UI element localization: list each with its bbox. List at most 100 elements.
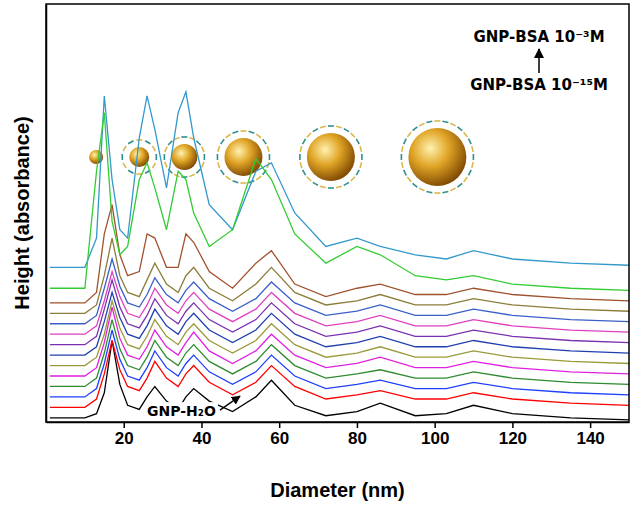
bsa-molecule	[344, 129, 349, 132]
spectrum-line	[50, 340, 629, 407]
bsa-molecule	[313, 182, 318, 185]
bsa-molecule	[196, 141, 200, 145]
bsa-molecule	[240, 130, 246, 132]
bsa-molecule	[404, 139, 407, 144]
x-tick-label: 140	[576, 429, 604, 448]
bsa-molecule	[419, 123, 424, 126]
x-tick: 20	[115, 422, 134, 448]
particle-illustration	[89, 121, 473, 193]
bsa-molecule	[226, 176, 231, 180]
bsa-molecule	[233, 181, 239, 183]
x-tick: 140	[576, 422, 604, 448]
x-tick: 60	[270, 422, 289, 448]
bsa-molecule	[256, 134, 261, 138]
bsa-molecule	[434, 120, 440, 122]
bsa-molecule	[218, 162, 220, 168]
x-axis-line	[47, 422, 630, 424]
bsa-molecule	[168, 141, 172, 145]
bsa-molecule	[457, 183, 462, 187]
x-tick-label: 40	[193, 429, 212, 448]
bsa-molecule	[464, 132, 468, 137]
y-axis	[46, 5, 47, 423]
bsa-molecule	[457, 127, 462, 131]
lines	[50, 92, 629, 420]
bsa-molecule	[356, 139, 359, 144]
spectrum-line	[50, 92, 629, 268]
x-tick-label: 80	[348, 429, 367, 448]
bsa-molecule	[469, 139, 472, 144]
bsa-molecule	[450, 123, 455, 126]
bsa-molecule	[356, 170, 359, 175]
bsa-molecule	[221, 170, 225, 175]
bsa-molecule	[361, 154, 363, 160]
bsa-molecule	[267, 146, 269, 152]
bsa-molecule	[351, 177, 355, 181]
bsa-molecule	[344, 182, 349, 185]
annotation: GNP-H₂O	[147, 403, 216, 419]
bsa-molecule	[249, 131, 255, 133]
bsa-molecule	[303, 170, 306, 175]
bsa-molecule	[472, 146, 473, 152]
bsa-molecule	[164, 154, 166, 160]
bsa-molecule	[450, 188, 455, 191]
x-tick-mark	[434, 422, 436, 428]
bsa-molecule	[121, 154, 123, 160]
gold-particle	[171, 144, 197, 170]
bsa-molecule	[153, 163, 156, 168]
x-tick: 40	[193, 422, 212, 448]
spectrum-line	[50, 205, 629, 303]
bsa-molecule	[442, 121, 448, 122]
bsa-molecule	[419, 188, 424, 191]
bsa-molecule	[426, 121, 432, 122]
bsa-molecule	[434, 192, 440, 194]
x-tick: 120	[499, 422, 527, 448]
bsa-molecule	[303, 139, 306, 144]
bsa-molecule	[328, 187, 334, 189]
bsa-molecule	[360, 146, 362, 152]
bsa-molecule	[360, 162, 362, 168]
bsa-molecule	[401, 154, 403, 160]
bsa-molecule	[300, 146, 302, 152]
plot-frame	[46, 4, 629, 422]
bsa-molecule	[165, 162, 167, 168]
bsa-molecule	[196, 169, 200, 173]
spectrum-line	[50, 330, 629, 397]
bsa-molecule	[233, 131, 239, 133]
spectrum-line	[50, 301, 629, 366]
bsa-molecule	[153, 146, 156, 151]
x-tick: 80	[348, 422, 367, 448]
gold-particle	[307, 133, 355, 181]
bsa-molecule	[442, 191, 448, 192]
label-patch	[145, 402, 218, 420]
x-tick-mark	[512, 422, 514, 428]
bsa-molecule	[256, 176, 261, 180]
spectrum-line	[50, 280, 629, 345]
bsa-molecule	[469, 170, 472, 175]
x-tick-label: 120	[499, 429, 527, 448]
x-tick: 100	[421, 422, 449, 448]
spectrum-line	[50, 238, 629, 313]
bsa-molecule	[226, 134, 231, 138]
bsa-molecule	[407, 177, 411, 182]
bsa-molecule	[217, 154, 219, 160]
bsa-molecule	[123, 163, 126, 168]
x-tick-mark	[123, 422, 125, 428]
chart: 20406080100120140Diameter (nm)Height (ab…	[0, 0, 643, 506]
bsa-molecule	[413, 127, 418, 131]
bsa-molecule	[299, 154, 301, 160]
spectrum-line	[50, 259, 629, 324]
bsa-molecule	[307, 133, 311, 137]
spectrum-line	[50, 320, 629, 387]
annotation: GNP-BSA 10⁻¹⁵M	[470, 76, 608, 94]
x-axis: 20 40 60 80 100 120 140	[47, 422, 630, 448]
bsa-molecule	[240, 182, 246, 184]
bsa-molecule	[426, 191, 432, 192]
bsa-molecule	[128, 170, 133, 173]
bsa-molecule	[413, 183, 418, 187]
bsa-molecule	[155, 154, 157, 160]
x-tick-mark	[357, 422, 359, 428]
bsa-molecule	[404, 170, 407, 175]
gold-particle	[408, 128, 466, 186]
bsa-molecule	[313, 129, 318, 132]
bsa-molecule	[263, 139, 267, 144]
